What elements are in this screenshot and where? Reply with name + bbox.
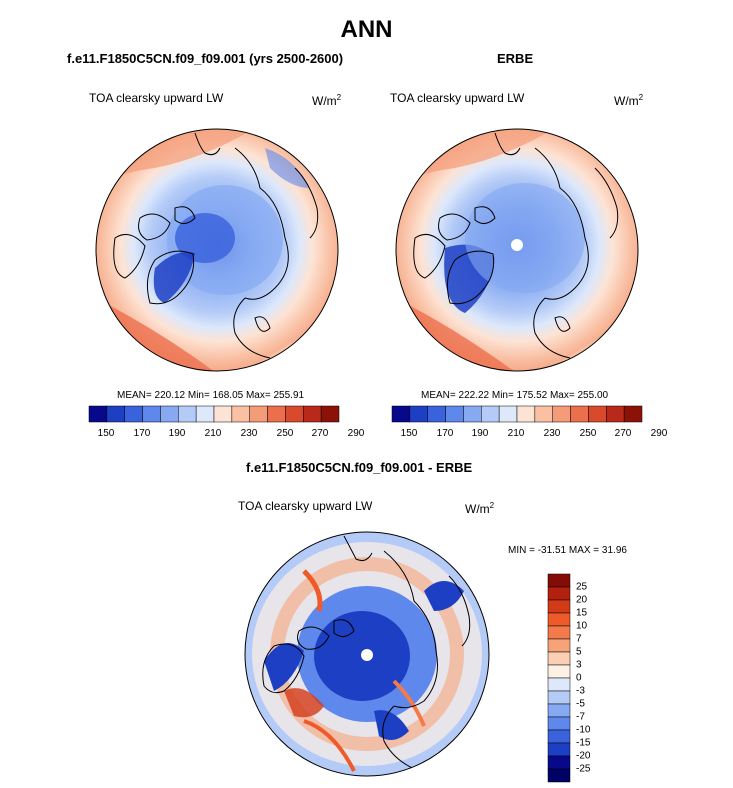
- colorbar-swatch: [498, 405, 518, 423]
- colorbar-swatch: [547, 651, 571, 666]
- colorbar-tick: 20: [576, 594, 588, 606]
- colorbar-swatch: [547, 768, 571, 783]
- colorbar-swatch: [445, 405, 464, 423]
- colorbar-tick: 270: [614, 428, 632, 439]
- colorbar-swatch: [249, 405, 268, 423]
- panel3-case-title: f.e11.F1850C5CN.f09_f09.001 - ERBE: [246, 460, 473, 475]
- colorbar-swatch: [285, 405, 304, 423]
- colorbar-tick: 150: [400, 428, 418, 439]
- colorbar-tick: 150: [97, 428, 115, 439]
- colorbar-tick: 0: [576, 672, 582, 684]
- colorbar-tick: 5: [576, 646, 582, 658]
- colorbar-tick: 190: [168, 428, 186, 439]
- colorbar-tick: -3: [576, 685, 585, 697]
- panel1-stats: MEAN= 220.12 Min= 168.05 Max= 255.91: [117, 390, 305, 401]
- colorbar-swatch: [547, 677, 571, 692]
- colorbar-swatch: [463, 405, 482, 423]
- colorbar-tick: 210: [507, 428, 525, 439]
- colorbar-tick: -7: [576, 711, 585, 723]
- colorbar-swatch: [547, 599, 571, 614]
- colorbar-swatch: [623, 405, 643, 423]
- colorbar-tick: 10: [576, 620, 588, 632]
- colorbar-tick: 230: [543, 428, 561, 439]
- colorbar-swatch: [106, 405, 125, 423]
- panel2-colorbar-labels: 150 170 190 210 230 250 270 290: [392, 428, 668, 442]
- panel2-stats: MEAN= 222.22 Min= 175.52 Max= 255.00: [421, 390, 609, 401]
- colorbar-tick: 170: [133, 428, 151, 439]
- colorbar-tick: 210: [204, 428, 222, 439]
- colorbar-swatch: [142, 405, 161, 423]
- panel1-colorbar: [88, 405, 340, 423]
- colorbar-swatch: [588, 405, 607, 423]
- colorbar-swatch: [547, 703, 571, 718]
- colorbar-tick: -5: [576, 698, 585, 710]
- colorbar-swatch: [547, 716, 571, 731]
- colorbar-tick: -10: [576, 724, 591, 736]
- panel2-variable-label: TOA clearsky upward LW: [390, 91, 525, 105]
- colorbar-swatch: [213, 405, 233, 423]
- panel3-colorbar: [547, 573, 571, 783]
- panel1-units: W/m2: [312, 93, 342, 108]
- panel3-units: W/m2: [465, 501, 495, 516]
- colorbar-swatch: [547, 638, 571, 653]
- panel3-variable-label: TOA clearsky upward LW: [238, 499, 373, 513]
- colorbar-tick: 230: [240, 428, 258, 439]
- colorbar-tick: 290: [650, 428, 668, 439]
- colorbar-tick: -15: [576, 737, 591, 749]
- panel1-case-title: f.e11.F1850C5CN.f09_f09.001 (yrs 2500-26…: [67, 51, 344, 66]
- colorbar-swatch: [534, 405, 553, 423]
- colorbar-swatch: [547, 664, 571, 679]
- colorbar-swatch: [481, 405, 500, 423]
- panel3-stats: MIN = -31.51 MAX = 31.96: [508, 545, 627, 556]
- colorbar-swatch: [547, 729, 571, 744]
- colorbar-tick: 290: [347, 428, 365, 439]
- panel2-polar-map: [395, 128, 639, 372]
- colorbar-swatch: [88, 405, 108, 423]
- colorbar-swatch: [178, 405, 197, 423]
- panel1-polar-map: [95, 128, 339, 372]
- colorbar-swatch: [547, 742, 571, 757]
- colorbar-swatch: [427, 405, 446, 423]
- colorbar-swatch: [516, 405, 536, 423]
- colorbar-swatch: [267, 405, 286, 423]
- colorbar-swatch: [547, 612, 571, 627]
- colorbar-swatch: [320, 405, 340, 423]
- colorbar-tick: 7: [576, 633, 582, 645]
- colorbar-tick: 250: [276, 428, 294, 439]
- colorbar-tick: 25: [576, 581, 588, 593]
- colorbar-swatch: [303, 405, 322, 423]
- colorbar-swatch: [552, 405, 571, 423]
- colorbar-tick: 15: [576, 607, 588, 619]
- colorbar-tick: 270: [311, 428, 329, 439]
- panel3-colorbar-labels: 25 20 15 10 7 5 3 0 -3 -5 -7 -10 -15 -20…: [576, 574, 616, 782]
- colorbar-swatch: [547, 690, 571, 705]
- colorbar-swatch: [160, 405, 179, 423]
- colorbar-tick: 3: [576, 659, 582, 671]
- colorbar-swatch: [547, 573, 571, 588]
- panel3-polar-map: [244, 531, 490, 777]
- colorbar-swatch: [547, 586, 571, 601]
- colorbar-tick: 250: [579, 428, 597, 439]
- colorbar-swatch: [195, 405, 215, 423]
- colorbar-swatch: [606, 405, 625, 423]
- colorbar-swatch: [124, 405, 143, 423]
- colorbar-tick: 190: [471, 428, 489, 439]
- page-title: ANN: [340, 16, 393, 43]
- panel2-units: W/m2: [614, 93, 644, 108]
- colorbar-swatch: [570, 405, 589, 423]
- panel2-colorbar: [391, 405, 643, 423]
- panel1-colorbar-labels: 150 170 190 210 230 250 270 290: [89, 428, 365, 442]
- panel1-variable-label: TOA clearsky upward LW: [89, 91, 224, 105]
- colorbar-swatch: [547, 625, 571, 640]
- colorbar-tick: -25: [576, 763, 591, 775]
- colorbar-swatch: [547, 755, 571, 770]
- panel2-case-title: ERBE: [497, 51, 534, 66]
- colorbar-tick: 170: [436, 428, 454, 439]
- colorbar-tick: -20: [576, 750, 591, 762]
- colorbar-swatch: [391, 405, 411, 423]
- colorbar-swatch: [409, 405, 428, 423]
- colorbar-swatch: [231, 405, 250, 423]
